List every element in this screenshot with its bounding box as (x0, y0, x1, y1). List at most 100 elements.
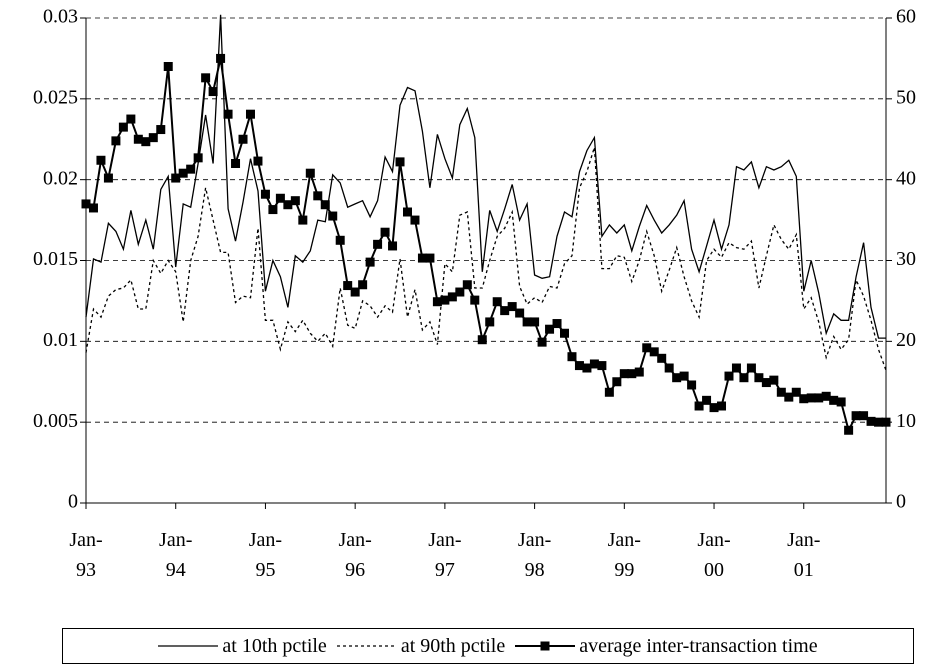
series-marker (515, 308, 525, 318)
series-marker (477, 335, 487, 345)
series-marker (806, 393, 816, 403)
series-marker (238, 134, 248, 144)
series-marker (171, 173, 181, 183)
series-marker (305, 168, 315, 178)
x-tick-label: Jan-94 (159, 529, 193, 581)
y-tick-label: 0 (68, 491, 78, 513)
series-marker (672, 373, 682, 383)
x-tick-label: Jan-96 (338, 529, 372, 581)
series-marker (739, 373, 749, 383)
series-marker (103, 173, 113, 183)
series-marker (679, 371, 689, 381)
series-marker (791, 387, 801, 397)
series-marker (589, 359, 599, 369)
legend-swatch (336, 645, 397, 647)
series-marker (709, 403, 719, 413)
series-marker (485, 317, 495, 327)
legend-label: at 10th pctile (222, 634, 327, 657)
series-marker (365, 257, 375, 267)
series-marker (814, 393, 824, 403)
series-marker (343, 281, 353, 291)
series-marker (253, 156, 263, 166)
legend-label: average inter-transaction time (579, 634, 818, 657)
series-marker (358, 280, 368, 290)
series-marker (866, 416, 876, 426)
series-marker (118, 122, 128, 132)
series-marker (776, 387, 786, 397)
series-marker (163, 62, 173, 71)
series-marker (283, 200, 293, 210)
series-marker (96, 155, 106, 165)
series-marker (148, 133, 158, 143)
series-marker (545, 324, 555, 334)
legend-swatch (158, 645, 219, 647)
y2-tick-label: 0 (896, 491, 906, 513)
series-line (85, 14, 886, 339)
series-marker (201, 73, 211, 83)
series-marker (178, 168, 188, 178)
series-marker (821, 391, 831, 401)
series-marker (761, 378, 771, 388)
series-marker (111, 136, 121, 146)
y2-tick-label: 20 (896, 329, 916, 351)
legend: at 10th pctile at 90th pctile average inte… (62, 628, 914, 664)
series-marker (537, 337, 547, 347)
series-marker (193, 153, 203, 163)
legend-label: at 90th pctile (400, 634, 506, 657)
series-marker (88, 203, 98, 213)
series-marker (642, 343, 652, 353)
series-marker (769, 375, 779, 385)
series-marker (275, 193, 285, 203)
y-tick-label: 0.015 (33, 248, 78, 270)
series-marker (81, 199, 91, 209)
series-marker (447, 292, 457, 302)
y2-tick-label: 40 (896, 167, 916, 189)
series-marker (313, 191, 323, 201)
series-marker (208, 87, 218, 97)
series-marker (881, 417, 891, 427)
series-marker (432, 297, 442, 307)
series-marker (530, 317, 540, 327)
series-marker (597, 361, 607, 371)
series-marker (851, 411, 861, 421)
series-marker (410, 215, 420, 225)
series-marker (417, 253, 427, 263)
x-tick-label: Jan-93 (69, 529, 103, 581)
series-marker (380, 227, 390, 237)
series-marker (245, 109, 255, 119)
series-marker (687, 380, 697, 390)
y-tick-label: 0.01 (43, 329, 78, 351)
y-tick-label: 0.025 (33, 86, 78, 108)
series-marker (574, 361, 584, 371)
series-marker (500, 306, 510, 316)
series-marker (470, 295, 480, 305)
series-marker (216, 53, 226, 63)
series-marker (619, 369, 629, 379)
series-marker (657, 353, 667, 363)
series-marker (649, 347, 659, 357)
y2-tick-label: 30 (896, 248, 916, 270)
y2-tick-label: 60 (896, 6, 916, 28)
series-marker (402, 207, 412, 217)
series-marker (156, 125, 166, 135)
series-marker (298, 215, 308, 225)
series-marker (231, 159, 241, 168)
series-marker (859, 411, 869, 421)
legend-item: at 90th pctile (336, 634, 506, 658)
series-marker (799, 394, 809, 404)
series-marker (746, 363, 756, 373)
series-marker (320, 200, 330, 210)
series-marker (844, 425, 854, 435)
series-marker (440, 295, 450, 305)
series-marker (552, 319, 562, 329)
series-marker (455, 287, 465, 297)
series-marker (126, 114, 136, 124)
series-marker (395, 157, 405, 167)
series-marker (141, 137, 151, 147)
series-marker (731, 363, 741, 373)
y2-tick-label: 50 (896, 86, 916, 108)
x-tick-label: Jan-95 (248, 529, 283, 581)
series-marker (717, 401, 727, 411)
series-marker (829, 395, 839, 405)
